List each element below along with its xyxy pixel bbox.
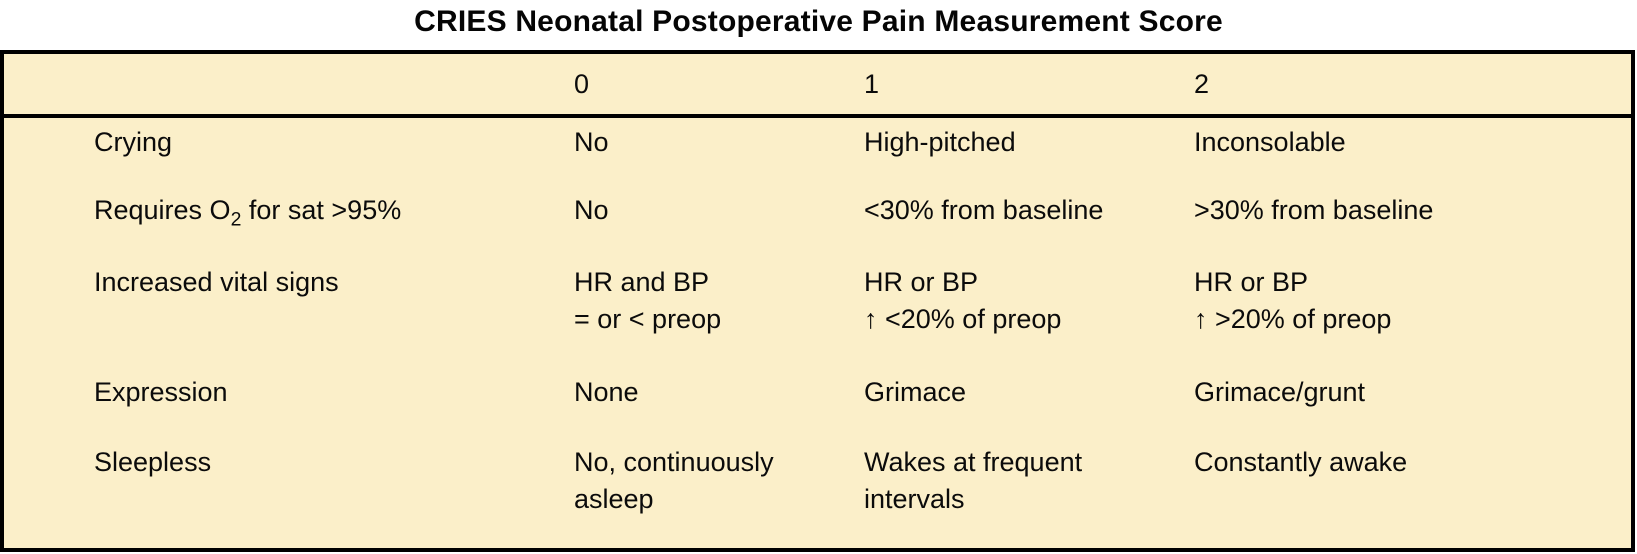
header-criterion bbox=[2, 52, 574, 118]
sleepless-score-1: Wakes at frequent intervals bbox=[864, 447, 1083, 514]
oxygen-label-post: for sat >95% bbox=[241, 195, 402, 225]
table-row-expression: Expression None Grimace Grimace/grunt bbox=[2, 368, 1633, 438]
header-score-2: 2 bbox=[1194, 52, 1633, 118]
criterion-oxygen-label: Requires O2 for sat >95% bbox=[2, 186, 574, 258]
expression-score-2: Grimace/grunt bbox=[1194, 377, 1366, 407]
oxygen-score-0: No bbox=[574, 195, 609, 225]
table-row-oxygen: Requires O2 for sat >95% No <30% from ba… bbox=[2, 186, 1633, 258]
oxygen-label-pre: Requires O bbox=[94, 195, 231, 225]
header-score-1: 1 bbox=[864, 52, 1194, 118]
oxygen-subscript: 2 bbox=[230, 208, 242, 231]
table-row-crying: Crying No High-pitched Inconsolable bbox=[2, 116, 1633, 186]
sleepless-score-2: Constantly awake bbox=[1194, 447, 1408, 477]
vital-signs-score-0: HR and BP = or < preop bbox=[574, 267, 722, 334]
table-row-vital-signs: Increased vital signs HR and BP = or < p… bbox=[2, 258, 1633, 368]
header-row: 0 1 2 bbox=[2, 52, 1633, 118]
vital-signs-score-1: HR or BP ↑ <20% of preop bbox=[864, 267, 1062, 334]
expression-score-0: None bbox=[574, 377, 639, 407]
criterion-crying-label: Crying bbox=[94, 127, 173, 157]
crying-score-0: No bbox=[574, 127, 609, 157]
crying-score-2: Inconsolable bbox=[1194, 127, 1346, 157]
cries-score-table: 0 1 2 Crying No High-pitched Inconsolabl… bbox=[0, 50, 1635, 552]
oxygen-score-2: >30% from baseline bbox=[1194, 195, 1434, 225]
page-title: CRIES Neonatal Postoperative Pain Measur… bbox=[414, 5, 1223, 38]
table-row-sleepless: Sleepless No, continuously asleep Wakes … bbox=[2, 438, 1633, 550]
oxygen-score-1: <30% from baseline bbox=[864, 195, 1104, 225]
crying-score-1: High-pitched bbox=[864, 127, 1016, 157]
criterion-sleepless-label: Sleepless bbox=[94, 447, 212, 477]
header-score-0: 0 bbox=[574, 52, 864, 118]
vital-signs-score-2: HR or BP ↑ >20% of preop bbox=[1194, 267, 1392, 334]
criterion-expression-label: Expression bbox=[94, 377, 228, 407]
sleepless-score-0: No, continuously asleep bbox=[574, 447, 774, 514]
expression-score-1: Grimace bbox=[864, 377, 967, 407]
criterion-vital-signs-label: Increased vital signs bbox=[94, 267, 339, 297]
